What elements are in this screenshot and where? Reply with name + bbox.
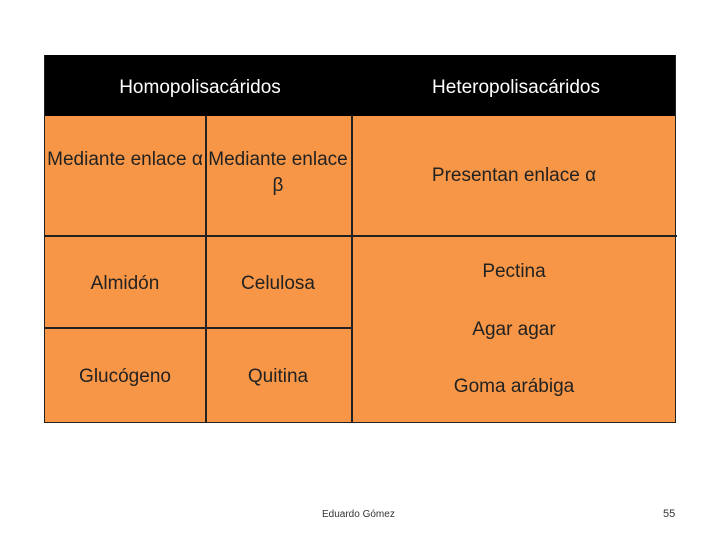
header-heteropolisacaridos: Heteropolisacáridos xyxy=(432,77,600,98)
column-divider-1 xyxy=(205,116,207,423)
row-divider-2 xyxy=(45,327,351,329)
cell-pectina: Pectina xyxy=(482,261,546,282)
table-header-row: Homopolisacáridos Heteropolisacáridos xyxy=(45,55,675,116)
cell-enlace-beta: Mediante enlace β xyxy=(208,149,348,196)
cell-quitina: Quitina xyxy=(247,366,309,387)
cell-celulosa: Celulosa xyxy=(241,273,315,294)
polysaccharide-table: Homopolisacáridos Heteropolisacáridos Me… xyxy=(44,55,677,423)
cell-goma-arabiga: Goma arábiga xyxy=(453,376,575,397)
cell-agar-agar: Agar agar xyxy=(472,319,556,340)
row-divider-1 xyxy=(45,235,677,237)
cell-enlace-alfa: Mediante enlace α xyxy=(47,149,203,170)
header-homopolisacaridos: Homopolisacáridos xyxy=(119,77,281,98)
footer-author: Eduardo Gómez xyxy=(322,509,395,520)
slide-number: 55 xyxy=(663,508,676,520)
column-divider-2 xyxy=(351,116,353,423)
cell-almidon: Almidón xyxy=(90,273,160,294)
cell-presentan-enlace-alfa: Presentan enlace α xyxy=(431,165,597,186)
cell-glucogeno: Glucógeno xyxy=(79,366,171,387)
